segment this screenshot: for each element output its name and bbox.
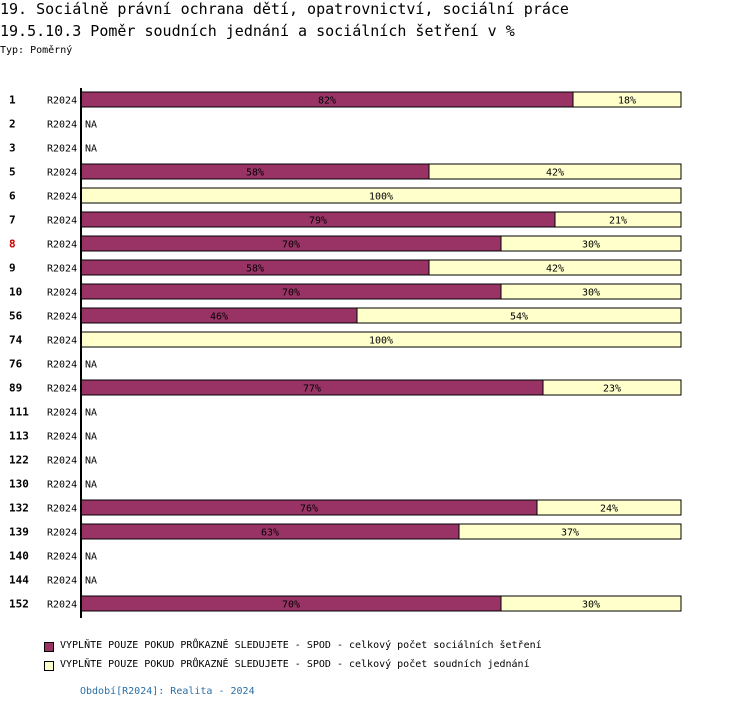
page-title: 19. Sociálně právní ochrana dětí, opatro… <box>0 0 569 18</box>
bar-value-label: 63% <box>261 528 279 539</box>
na-label: NA <box>85 360 97 371</box>
row-period: R2024 <box>47 504 77 515</box>
legend-label-court-hearings: VYPLŇTE POUZE POKUD PRŮKAZNĚ SLEDUJETE -… <box>60 659 530 670</box>
row-period: R2024 <box>47 144 77 155</box>
row-period: R2024 <box>47 480 77 491</box>
bar-value-label: 58% <box>246 168 264 179</box>
row-period: R2024 <box>47 384 77 395</box>
row-label: 2 <box>9 118 16 131</box>
row-label: 140 <box>9 550 29 563</box>
bar-value-label: 76% <box>300 504 318 515</box>
row-label: 10 <box>9 286 22 299</box>
bar-value-label: 100% <box>369 336 393 347</box>
bar-value-label: 58% <box>246 264 264 275</box>
row-period: R2024 <box>47 120 77 131</box>
bar-value-label: 30% <box>582 600 600 611</box>
row-label: 122 <box>9 454 29 467</box>
row-label: 56 <box>9 310 23 323</box>
legend-swatch-court-hearings <box>44 661 54 671</box>
row-label: 76 <box>9 358 23 371</box>
row-label: 9 <box>9 262 16 275</box>
row-period: R2024 <box>47 576 77 587</box>
na-label: NA <box>85 432 97 443</box>
row-period: R2024 <box>47 240 77 251</box>
bar-segment-court-hearings <box>356 307 682 324</box>
row-period: R2024 <box>47 192 77 203</box>
bar-value-label: 70% <box>282 240 300 251</box>
na-label: NA <box>85 480 97 491</box>
row-label: 139 <box>9 526 29 539</box>
bar-value-label: 100% <box>369 192 393 203</box>
row-period: R2024 <box>47 312 77 323</box>
row-label: 113 <box>9 430 29 443</box>
bar-chart: 1 R2024 82% 18% 2 R2024 NA 3 R2024 NA 5 R2024 58% 42%… <box>9 88 682 618</box>
row-label: 5 <box>9 166 16 179</box>
row-period: R2024 <box>47 528 77 539</box>
legend-swatch-social-surveys <box>44 642 54 652</box>
row-label: 89 <box>9 382 22 395</box>
chart-title: 19.5.10.3 Poměr soudních jednání a sociá… <box>0 22 515 40</box>
row-period: R2024 <box>47 288 77 299</box>
bar-value-label: 46% <box>210 312 228 323</box>
bar-segment-court-hearings <box>500 595 682 612</box>
bar-value-label: 24% <box>600 504 618 515</box>
bar-segment-court-hearings <box>500 283 682 300</box>
na-label: NA <box>85 144 97 155</box>
row-label: 1 <box>9 94 16 107</box>
bar-segment-court-hearings <box>428 163 682 180</box>
bar-value-label: 30% <box>582 240 600 251</box>
row-period: R2024 <box>47 96 77 107</box>
bar-value-label: 82% <box>318 96 336 107</box>
row-label: 130 <box>9 478 29 491</box>
row-period: R2024 <box>47 552 77 563</box>
row-label: 6 <box>9 190 16 203</box>
bar-value-label: 23% <box>603 384 621 395</box>
chart-type-label: Typ: Poměrný <box>0 45 73 56</box>
bar-value-label: 54% <box>510 312 528 323</box>
row-period: R2024 <box>47 600 77 611</box>
na-label: NA <box>85 120 97 131</box>
bar-value-label: 18% <box>618 96 636 107</box>
na-label: NA <box>85 456 97 467</box>
bar-value-label: 42% <box>546 168 564 179</box>
bar-value-label: 70% <box>282 288 300 299</box>
row-label: 111 <box>9 406 29 419</box>
row-period: R2024 <box>47 336 77 347</box>
bar-segment-court-hearings <box>500 235 682 252</box>
bar-value-label: 30% <box>582 288 600 299</box>
bar-value-label: 70% <box>282 600 300 611</box>
row-period: R2024 <box>47 360 77 371</box>
row-period: R2024 <box>47 216 77 227</box>
bar-segment-court-hearings <box>458 523 682 540</box>
legend-label-social-surveys: VYPLŇTE POUZE POKUD PRŮKAZNĚ SLEDUJETE -… <box>60 640 542 651</box>
na-label: NA <box>85 576 97 587</box>
row-label: 144 <box>9 574 29 587</box>
na-label: NA <box>85 552 97 563</box>
row-period: R2024 <box>47 168 77 179</box>
row-label: 132 <box>9 502 29 515</box>
na-label: NA <box>85 408 97 419</box>
bar-segment-court-hearings <box>542 379 682 396</box>
bar-segment-court-hearings <box>572 91 682 108</box>
bar-segment-court-hearings <box>554 211 682 228</box>
row-period: R2024 <box>47 408 77 419</box>
bar-value-label: 42% <box>546 264 564 275</box>
row-label: 152 <box>9 598 29 611</box>
row-label: 7 <box>9 214 16 227</box>
row-period: R2024 <box>47 432 77 443</box>
bar-value-label: 37% <box>561 528 579 539</box>
row-label: 8 <box>9 238 16 251</box>
period-label: Období[R2024]: Realita - 2024 <box>80 686 255 697</box>
bar-segment-court-hearings <box>428 259 682 276</box>
bar-value-label: 79% <box>309 216 327 227</box>
bar-value-label: 21% <box>609 216 627 227</box>
row-label: 74 <box>9 334 23 347</box>
row-period: R2024 <box>47 264 77 275</box>
bar-segment-court-hearings <box>536 499 682 516</box>
row-label: 3 <box>9 142 16 155</box>
row-period: R2024 <box>47 456 77 467</box>
bar-value-label: 77% <box>303 384 321 395</box>
